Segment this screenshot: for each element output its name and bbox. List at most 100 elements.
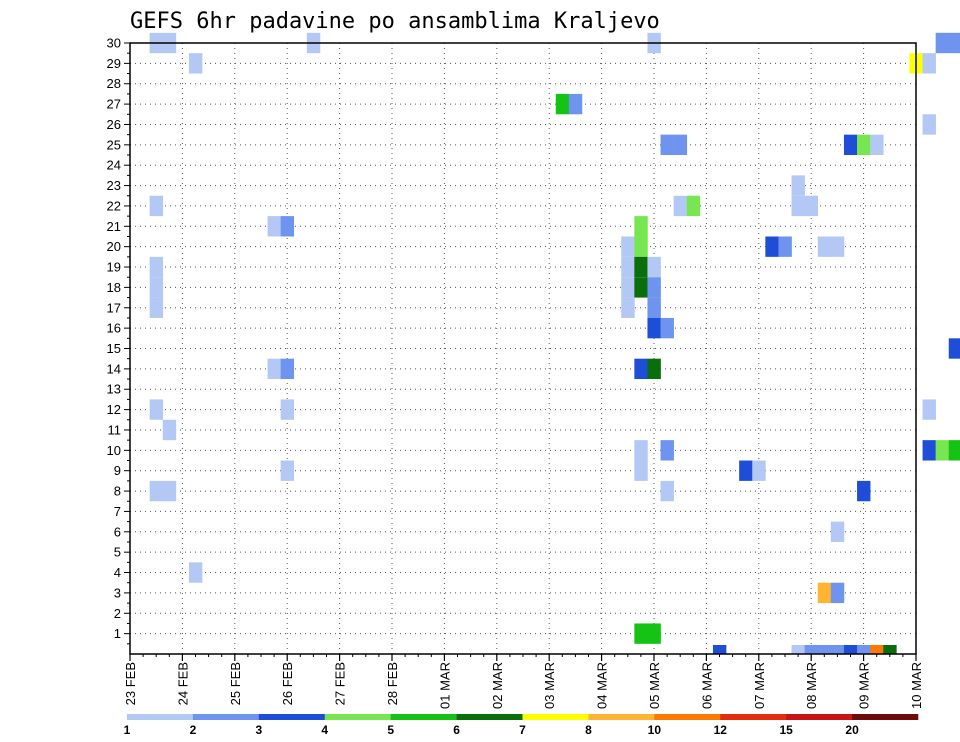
x-tick-label: 25 FEB: [228, 662, 243, 705]
precip-cell: [660, 480, 674, 502]
legend-swatch: [258, 714, 326, 720]
legend-swatch: [192, 714, 260, 720]
precip-cell: [660, 317, 674, 339]
y-tick-label: 12: [107, 402, 121, 417]
plot-frame: [129, 42, 917, 655]
y-tick-label: 16: [107, 321, 121, 336]
precip-cell: [634, 277, 648, 298]
legend-label: 2: [190, 723, 197, 737]
precip-cell: [948, 338, 960, 359]
legend-label: 3: [255, 723, 262, 737]
x-axis: 23 FEB 24 FEB 25 FEB 26 FEB 27 FEB 28 FEB 01 M…: [123, 654, 924, 709]
y-tick-label: 22: [107, 198, 121, 213]
y-tick-label: 9: [114, 463, 121, 478]
y-tick-label: 27: [107, 97, 121, 112]
y-tick-label: 30: [107, 36, 121, 51]
y-tick-label: 29: [107, 56, 121, 71]
precip-cell: [935, 32, 950, 54]
precip-cell: [660, 440, 674, 461]
precip-cell: [621, 297, 635, 318]
precip-cell: [280, 216, 295, 237]
precip-cell: [647, 358, 661, 380]
precip-cell: [752, 460, 766, 481]
precip-cell: [634, 440, 648, 461]
x-tick-label: 04 MAR: [595, 662, 610, 709]
legend-swatch: [324, 714, 391, 720]
y-tick-label: 26: [107, 117, 121, 132]
precip-cell: [804, 195, 819, 217]
precip-cell: [280, 399, 295, 420]
precip-cell: [647, 297, 661, 318]
precip-cell: [870, 134, 884, 156]
precip-cell: [830, 521, 845, 542]
precip-cell: [948, 32, 960, 54]
precip-cell: [686, 195, 701, 217]
precip-cell: [830, 582, 845, 604]
y-tick-label: 21: [107, 219, 121, 234]
precip-cell: [922, 399, 936, 420]
x-tick-label: 02 MAR: [490, 662, 505, 709]
y-tick-label: 18: [107, 280, 121, 295]
precip-cell: [280, 460, 295, 481]
precip-cell: [267, 358, 281, 380]
y-tick-label: 5: [114, 545, 121, 560]
legend-swatch: [127, 714, 194, 720]
y-tick-label: 23: [107, 178, 121, 193]
x-tick-label: 23 FEB: [123, 662, 138, 705]
precip-cell: [791, 645, 805, 654]
precip-cell: [870, 645, 884, 654]
precip-cell: [673, 195, 688, 217]
legend-label: 20: [845, 723, 859, 737]
y-tick-label: 6: [114, 524, 121, 539]
precip-cell: [149, 297, 164, 318]
precip-cell: [149, 256, 164, 278]
legend-swatch: [786, 714, 853, 720]
precip-cell: [791, 175, 805, 196]
precip-cell: [621, 277, 635, 298]
x-tick-label: 03 MAR: [542, 662, 557, 709]
precip-cell: [857, 480, 871, 502]
legend-label: 10: [648, 723, 662, 737]
legend-swatch: [588, 714, 655, 720]
precip-cell: [634, 216, 648, 237]
precip-cell: [660, 134, 674, 156]
legend-swatch: [390, 714, 457, 720]
precip-cell: [647, 256, 661, 278]
legend-label: 1: [124, 723, 131, 737]
y-axis: 1234567891011121314151617181920212223242…: [107, 36, 130, 645]
precip-cell: [857, 134, 871, 156]
precip-cell: [647, 317, 661, 339]
x-tick-label: 07 MAR: [752, 662, 767, 709]
precip-cell: [817, 236, 832, 257]
precip-cell: [188, 562, 203, 583]
precip-cell: [149, 399, 164, 420]
legend-label: 8: [585, 723, 592, 737]
precip-cell: [634, 623, 648, 644]
x-tick-label: 26 FEB: [280, 662, 295, 705]
precip-cell: [765, 236, 779, 257]
y-tick-label: 20: [107, 239, 121, 254]
y-tick-label: 17: [107, 300, 121, 315]
precip-cell: [791, 195, 805, 217]
y-tick-label: 2: [114, 606, 121, 621]
grid-lines: [130, 42, 916, 654]
chart-title: GEFS 6hr padavine po ansamblima Kraljevo: [130, 9, 660, 34]
precip-cell: [817, 645, 832, 654]
precip-cell: [621, 236, 635, 257]
data-cells: [149, 32, 960, 654]
precip-cell: [804, 645, 819, 654]
y-tick-label: 28: [107, 76, 121, 91]
legend-swatch: [654, 714, 721, 720]
legend-label: 6: [453, 723, 460, 737]
precip-cell: [634, 358, 648, 380]
precip-cell: [280, 358, 295, 380]
precip-cell: [739, 460, 753, 481]
x-tick-label: 28 FEB: [385, 662, 400, 705]
x-tick-label: 01 MAR: [437, 662, 452, 709]
precip-cell: [830, 236, 845, 257]
y-tick-label: 25: [107, 137, 121, 152]
legend-label: 15: [779, 723, 793, 737]
precip-cell: [922, 53, 936, 74]
y-tick-label: 24: [107, 158, 121, 173]
